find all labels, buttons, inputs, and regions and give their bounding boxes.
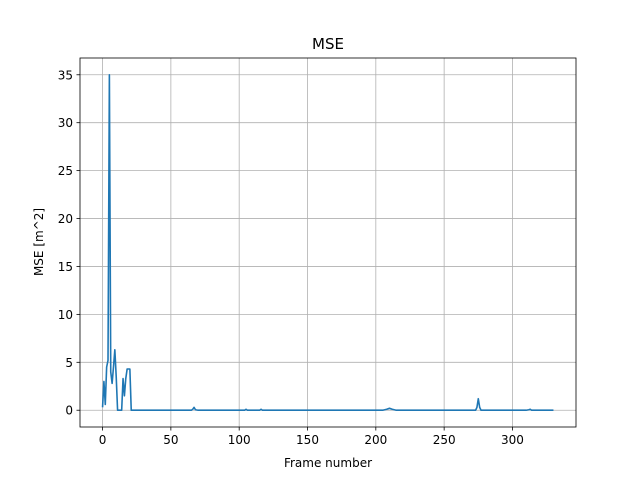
x-tick-label: 0 [99,433,107,447]
y-tick-label: 35 [58,68,73,82]
mse-series-line [101,73,554,412]
y-tick-label: 25 [58,164,73,178]
x-axis-label: Frame number [284,456,372,470]
y-tick-label: 15 [58,260,73,274]
x-tick-label: 100 [228,433,251,447]
series-lines [101,73,554,412]
x-tick-label: 250 [433,433,456,447]
grid-lines [80,58,576,427]
y-tick-label: 30 [58,116,73,130]
x-tick-label: 200 [364,433,387,447]
y-tick-label: 10 [58,308,73,322]
chart-title: MSE [312,35,344,53]
plot-frame [79,57,577,428]
x-tick-label: 50 [163,433,178,447]
y-tick-label: 20 [58,212,73,226]
y-tick-label: 0 [65,404,73,418]
x-tick-label: 300 [501,433,524,447]
y-tick-label: 5 [65,356,73,370]
x-tick-label: 150 [296,433,319,447]
y-axis-label: MSE [m^2] [32,208,46,276]
axis-ticks: 0 50 100 150 200 250 300 0 5 10 15 20 25 30 35 [58,68,524,447]
